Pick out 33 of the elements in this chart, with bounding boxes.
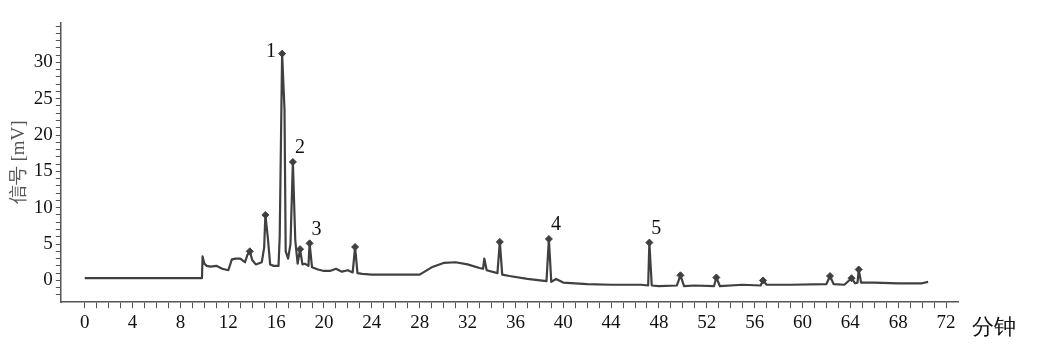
x-tick-label: 32 xyxy=(458,310,478,332)
y-tick-label: 15 xyxy=(33,159,53,181)
y-tick-label: 10 xyxy=(33,195,53,217)
x-tick-label: 40 xyxy=(553,310,573,332)
y-tick-label: 30 xyxy=(33,50,53,72)
x-tick-label: 12 xyxy=(218,310,238,332)
x-tick-label: 60 xyxy=(792,310,812,332)
x-tick-label: 68 xyxy=(888,310,908,332)
x-tick-label: 48 xyxy=(649,310,669,332)
x-tick-label: 24 xyxy=(362,310,382,332)
x-tick-label: 20 xyxy=(314,310,334,332)
x-tick-label: 44 xyxy=(601,310,622,332)
x-tick-label: 8 xyxy=(175,310,186,332)
annotation: 4 xyxy=(550,212,561,235)
y-tick-label: 5 xyxy=(43,232,53,254)
x-tick-label: 52 xyxy=(697,310,717,332)
annotation: 2 xyxy=(294,135,305,158)
x-tick-label: 28 xyxy=(410,310,430,332)
x-tick-label: 0 xyxy=(79,310,90,332)
x-tick-label: 72 xyxy=(936,310,956,332)
x-tick-label: 56 xyxy=(745,310,765,332)
y-tick-label: 25 xyxy=(33,86,53,108)
y-axis-title: 信号 [mV] xyxy=(7,120,29,205)
x-tick-label: 4 xyxy=(127,310,138,332)
x-tick-label: 16 xyxy=(266,310,286,332)
x-tick-label: 64 xyxy=(840,310,861,332)
x-axis-title: 分钟 xyxy=(972,313,1016,339)
y-tick-label: 20 xyxy=(33,123,53,145)
annotation: 3 xyxy=(311,216,322,239)
x-tick-label: 36 xyxy=(505,310,525,332)
y-tick-label: 0 xyxy=(43,268,53,290)
annotation: 5 xyxy=(651,215,662,238)
annotation: 1 xyxy=(266,38,277,61)
